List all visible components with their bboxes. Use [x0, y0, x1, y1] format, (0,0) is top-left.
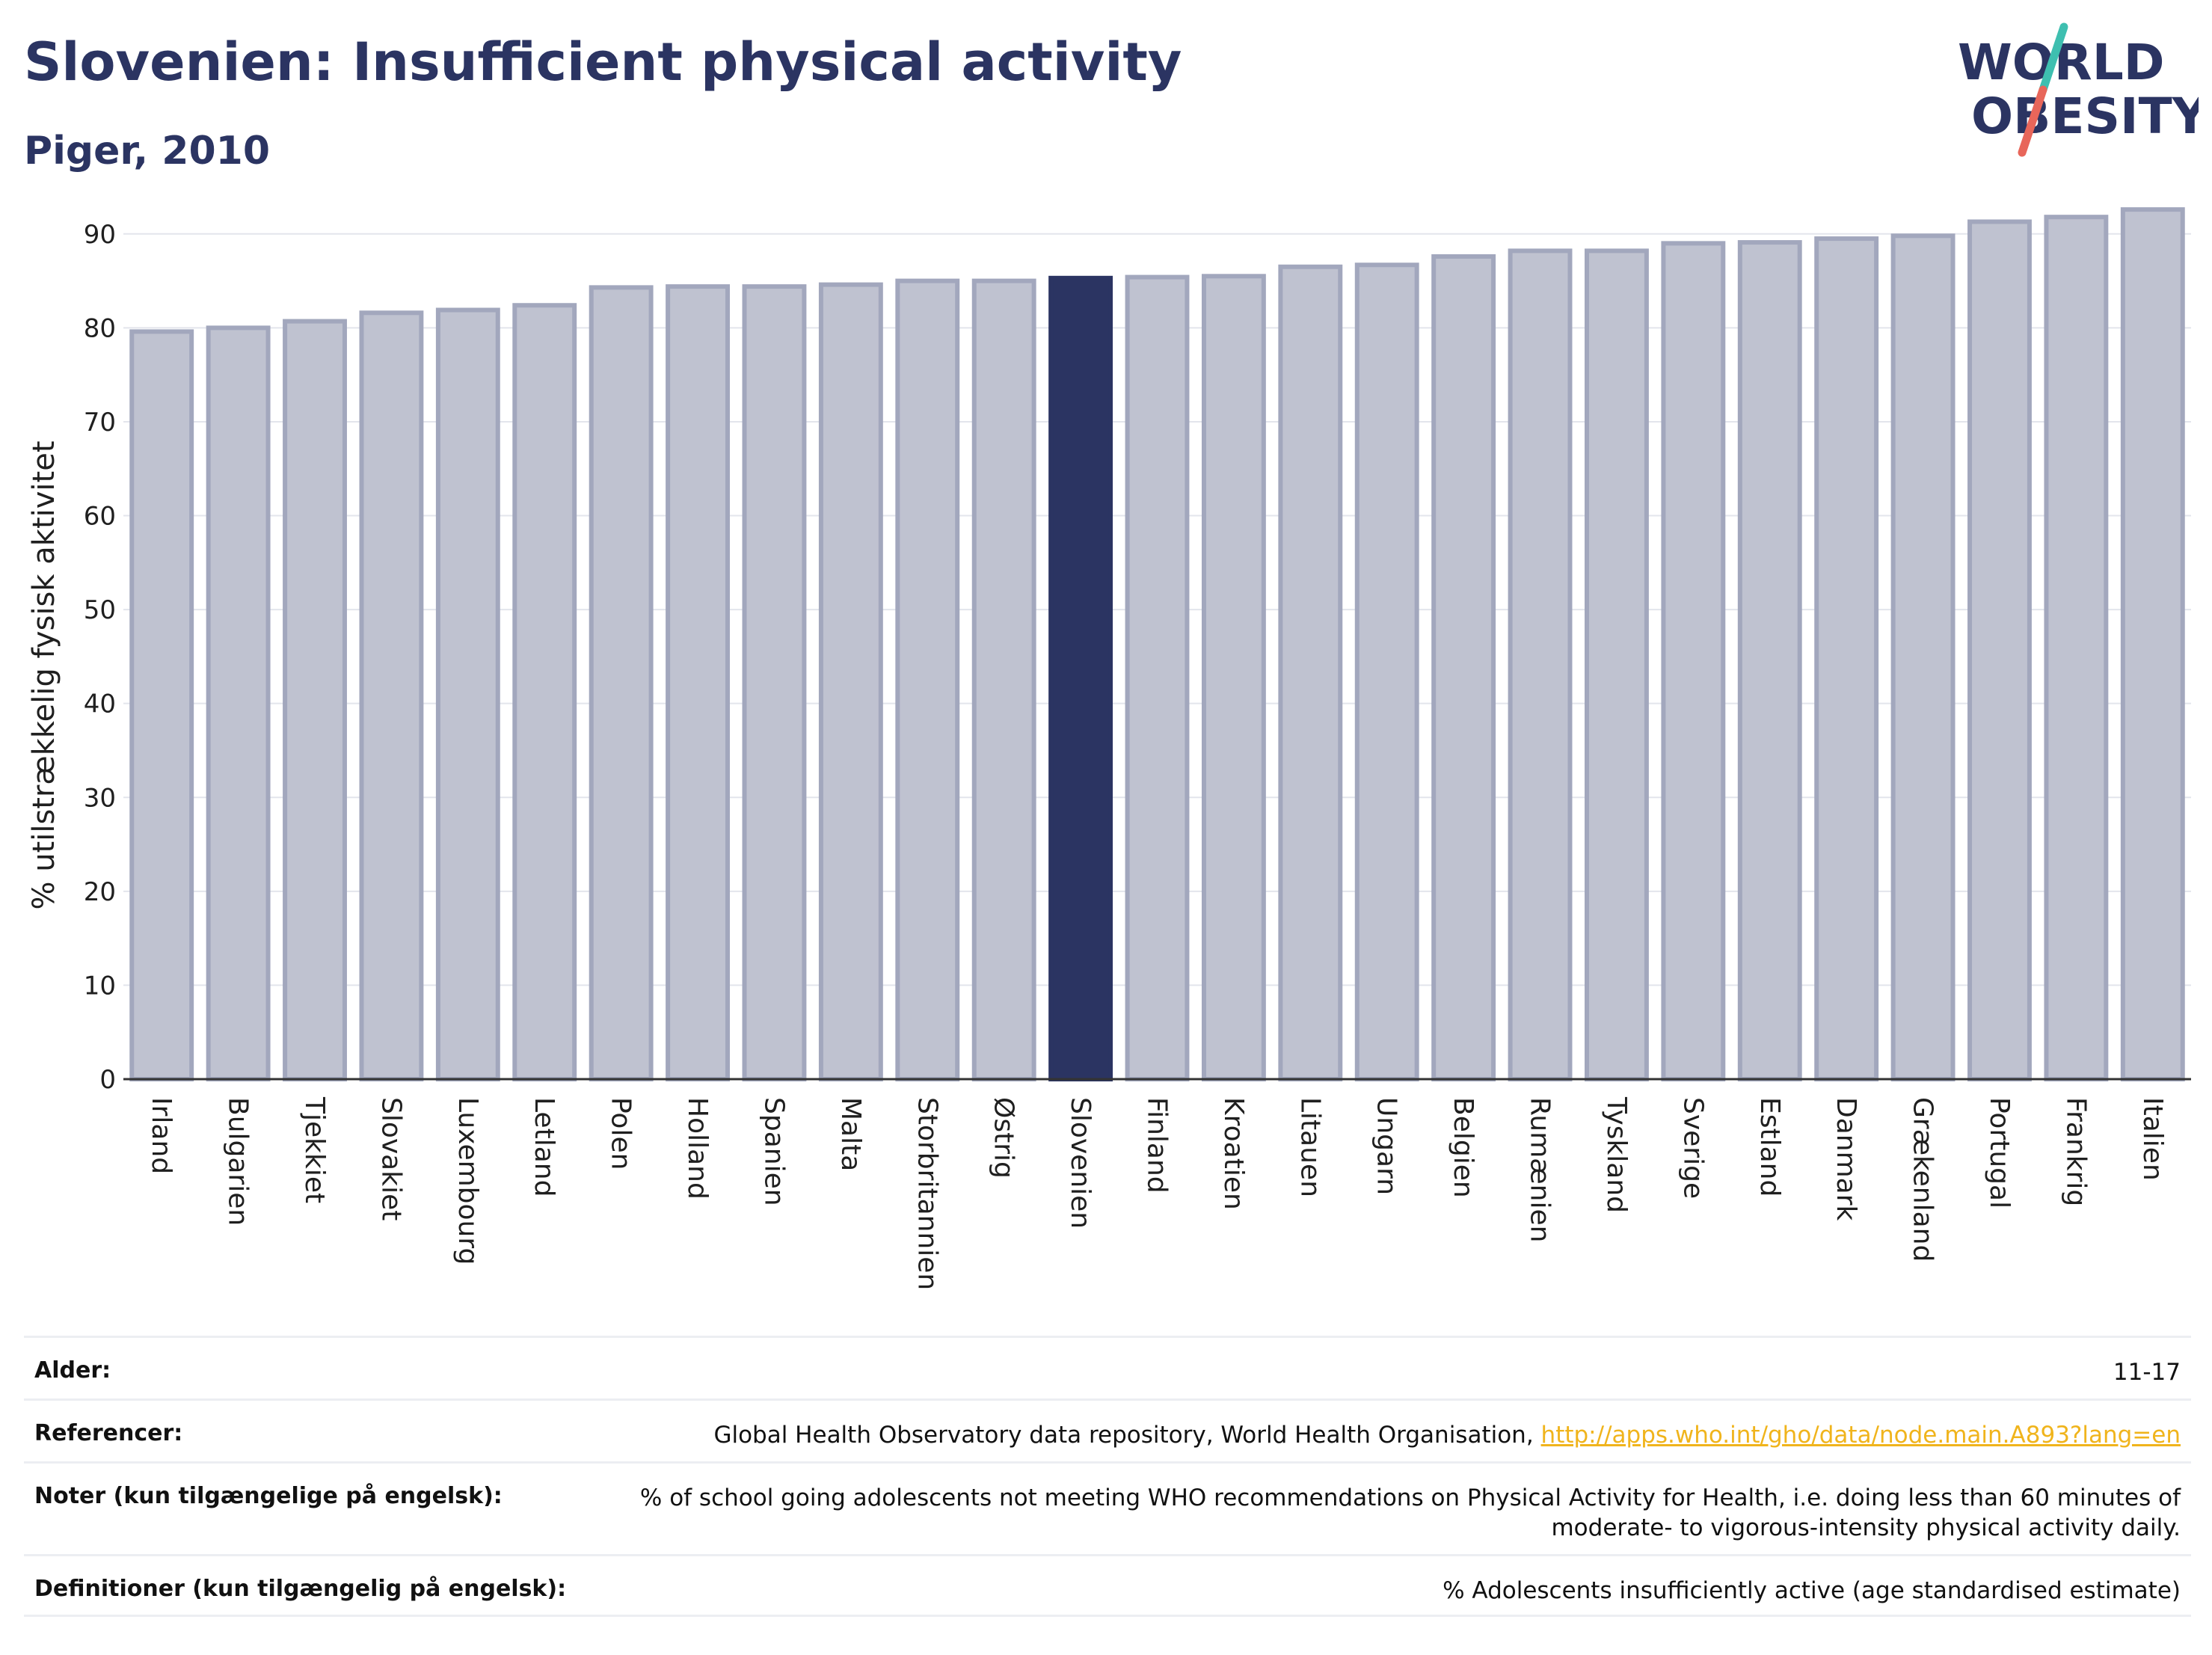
bar-belgien[interactable] — [1431, 254, 1496, 1081]
y-tick-label: 50 — [84, 595, 116, 625]
info-row-definitions: Definitioner (kun tilgængelig på engelsk… — [24, 1554, 2191, 1617]
references-link[interactable]: http://apps.who.int/gho/data/node.main.A… — [1540, 1422, 2181, 1449]
bar-bulgarien[interactable] — [206, 325, 271, 1081]
age-label: Alder: — [34, 1357, 111, 1384]
y-tick-label: 60 — [84, 502, 116, 532]
bar-holland[interactable] — [666, 284, 730, 1082]
x-tick-label: Grækenland — [1908, 1097, 1938, 1262]
bar-storbritannien[interactable] — [895, 278, 960, 1081]
x-tick-label: Rumænien — [1525, 1097, 1555, 1242]
age-value: 11-17 — [2113, 1359, 2181, 1386]
y-axis-ticks: 0 10 20 30 40 50 60 70 80 90 — [84, 220, 116, 1095]
bar-sverige[interactable] — [1661, 241, 1726, 1081]
references-text: Global Health Observatory data repositor… — [713, 1422, 1541, 1449]
x-tick-label: Bulgarien — [223, 1097, 254, 1226]
x-tick-label: Finland — [1142, 1097, 1173, 1194]
y-tick-label: 20 — [84, 877, 116, 907]
x-tick-label: Frankrig — [2060, 1097, 2091, 1206]
definitions-label: Definitioner (kun tilgængelig på engelsk… — [34, 1576, 567, 1602]
x-tick-label: Kroatien — [1218, 1097, 1249, 1210]
y-tick-label: 40 — [84, 690, 116, 719]
notes-value: % of school going adolescents not meetin… — [639, 1484, 2181, 1541]
chart-subtitle: Piger, 2010 — [24, 129, 271, 174]
x-tick-label: Malta — [835, 1097, 866, 1171]
bar-østrig[interactable] — [971, 278, 1036, 1081]
x-tick-label: Tyskland — [1601, 1096, 1632, 1213]
x-tick-label: Belgien — [1448, 1097, 1478, 1198]
x-tick-label: Storbritannien — [912, 1097, 942, 1290]
x-tick-label: Holland — [682, 1097, 713, 1200]
x-tick-label: Slovakiet — [375, 1097, 406, 1220]
bar-malta[interactable] — [818, 282, 883, 1082]
bars — [129, 207, 2185, 1082]
definitions-value: % Adolescents insufficiently active (age… — [1443, 1577, 2181, 1604]
world-obesity-logo: WORLD OBESITY — [1958, 22, 2199, 157]
x-tick-label: Slovenien — [1065, 1097, 1096, 1229]
y-axis-label: % utilstrækkelig fysisk aktivitet — [27, 440, 61, 909]
bar-danmark[interactable] — [1814, 236, 1879, 1081]
x-tick-label: Luxembourg — [452, 1097, 483, 1265]
bar-ungarn[interactable] — [1354, 262, 1419, 1082]
info-row-notes: Noter (kun tilgængelige på engelsk): % o… — [24, 1461, 2191, 1554]
y-tick-label: 10 — [84, 971, 116, 1001]
x-tick-label: Litauen — [1294, 1097, 1325, 1197]
bar-grækenland[interactable] — [1890, 233, 1956, 1082]
bar-polen[interactable] — [589, 285, 654, 1081]
x-tick-label: Tjekkiet — [299, 1096, 330, 1203]
x-tick-label: Irland — [146, 1097, 176, 1174]
references-value: Global Health Observatory data repositor… — [713, 1420, 2181, 1450]
notes-label: Noter (kun tilgængelige på engelsk): — [34, 1483, 503, 1509]
references-label: Referencer: — [34, 1420, 183, 1446]
x-tick-label: Ungarn — [1371, 1097, 1402, 1195]
bar-litauen[interactable] — [1278, 264, 1343, 1082]
info-table: Alder: 11-17 Referencer: Global Health O… — [24, 1336, 2191, 1617]
y-tick-label: 70 — [84, 408, 116, 437]
chart-title: Slovenien: Insufficient physical activit… — [24, 31, 1182, 93]
bar-chart: 0 10 20 30 40 50 60 70 80 90 Irland Bulgarien Tjekk… — [27, 207, 2191, 1290]
logo-slash-coral — [2018, 85, 2047, 157]
y-tick-label: 0 — [99, 1065, 116, 1095]
x-tick-label: Portugal — [1984, 1097, 2015, 1209]
y-tick-label: 80 — [84, 313, 116, 343]
x-tick-label: Sverige — [1677, 1097, 1708, 1199]
bar-luxembourg[interactable] — [435, 307, 500, 1081]
x-tick-label: Østrig — [989, 1097, 1019, 1179]
bar-italien[interactable] — [2120, 207, 2185, 1082]
y-tick-label: 90 — [84, 220, 116, 250]
info-row-age: Alder: 11-17 — [24, 1336, 2191, 1398]
x-tick-label: Italien — [2137, 1097, 2168, 1181]
bar-irland[interactable] — [129, 329, 194, 1081]
bar-kroatien[interactable] — [1201, 274, 1266, 1081]
logo-line-2: OBESITY — [1971, 87, 2199, 145]
x-tick-label: Spanien — [758, 1097, 789, 1206]
bar-letland[interactable] — [512, 303, 577, 1081]
bar-frankrig[interactable] — [2044, 215, 2109, 1081]
x-tick-label: Polen — [606, 1097, 636, 1170]
bar-finland[interactable] — [1125, 274, 1190, 1081]
bar-estland[interactable] — [1737, 240, 1802, 1082]
bar-portugal[interactable] — [1967, 219, 2032, 1081]
logo-slash-teal — [2039, 22, 2068, 94]
x-tick-label: Estland — [1754, 1097, 1785, 1197]
bar-spanien[interactable] — [742, 284, 807, 1082]
x-tick-label: Danmark — [1831, 1097, 1861, 1221]
bar-tjekkiet[interactable] — [283, 319, 347, 1081]
bar-tyskland[interactable] — [1585, 248, 1649, 1081]
bar-slovakiet[interactable] — [359, 310, 424, 1082]
bar-rumænien[interactable] — [1508, 248, 1573, 1081]
info-row-references: Referencer: Global Health Observatory da… — [24, 1398, 2191, 1461]
x-axis-ticks: Irland Bulgarien Tjekkiet Slovakiet Luxembou… — [146, 1096, 2168, 1290]
x-tick-label: Letland — [529, 1097, 559, 1197]
y-tick-label: 30 — [84, 783, 116, 813]
bar-slovenien[interactable] — [1048, 275, 1113, 1082]
